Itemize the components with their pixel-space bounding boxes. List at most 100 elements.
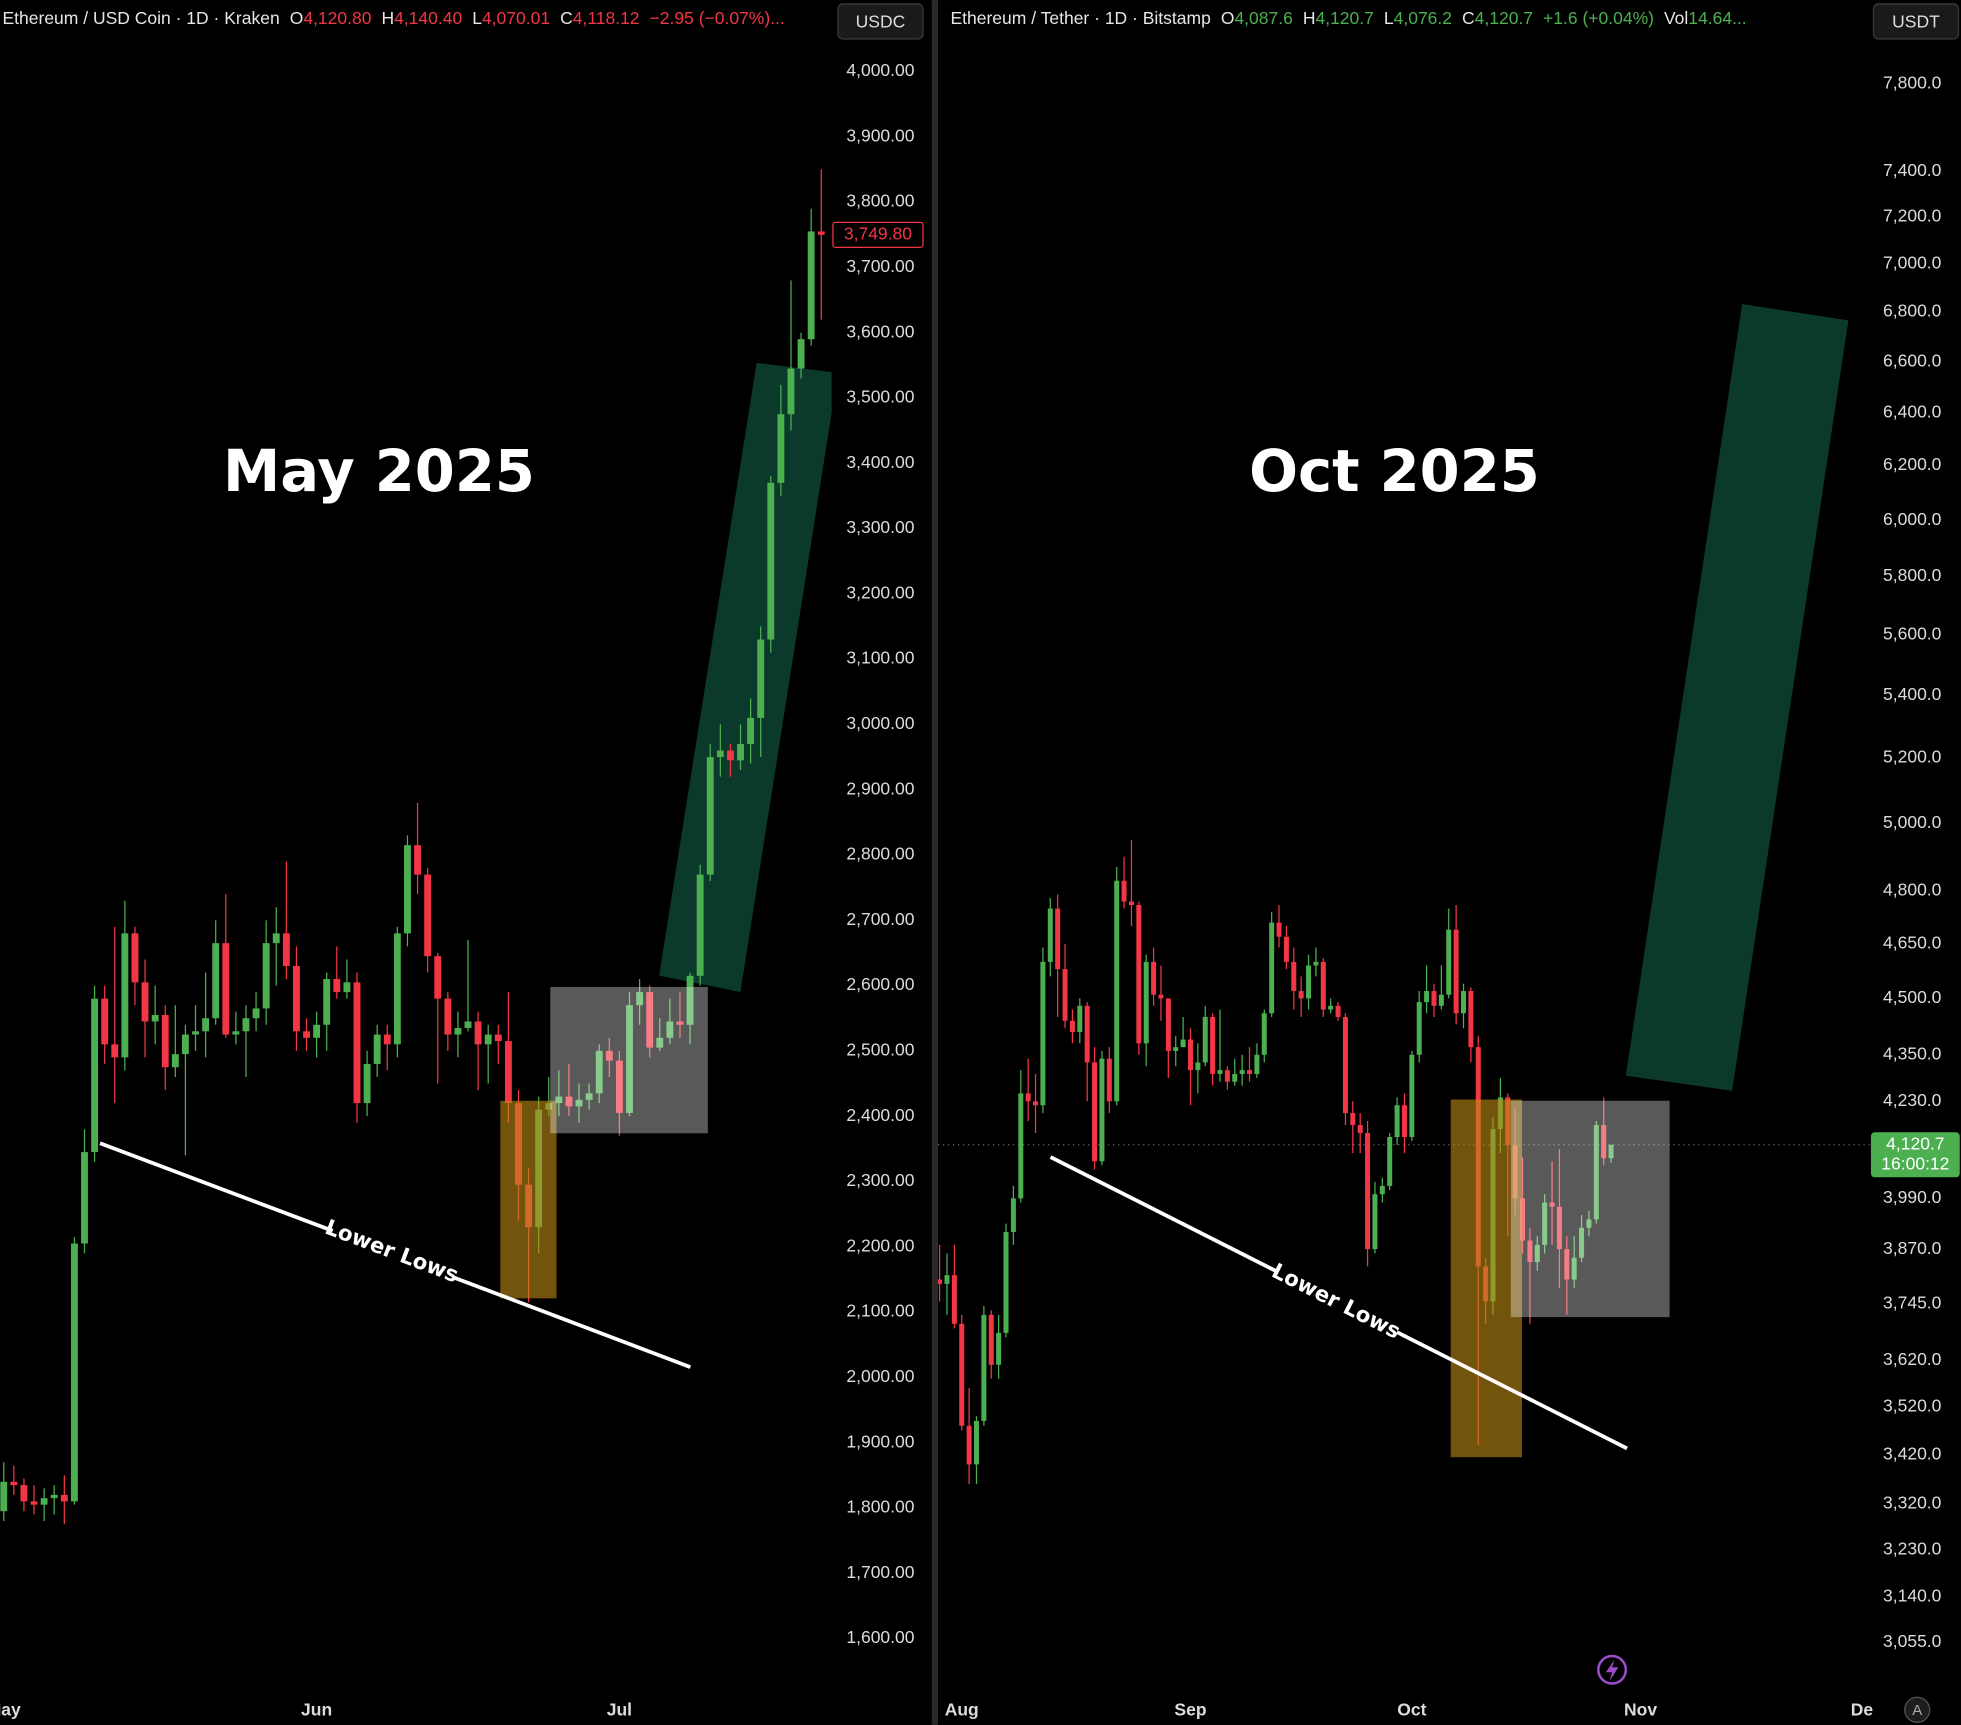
y-tick-label: 3,500.00 bbox=[846, 387, 914, 407]
candle-body bbox=[666, 1021, 674, 1038]
candle-body bbox=[1202, 1016, 1208, 1063]
y-tick-label: 2,700.00 bbox=[846, 909, 914, 929]
candle-body bbox=[1542, 1202, 1548, 1245]
candle-body bbox=[383, 1034, 391, 1045]
ohlc-value: 4,140.40 bbox=[394, 8, 462, 28]
candle-body bbox=[232, 1031, 240, 1035]
y-tick-label: 2,100.00 bbox=[846, 1301, 914, 1321]
candle-body bbox=[252, 1008, 260, 1019]
trend-line bbox=[99, 1141, 334, 1233]
y-tick-label: 2,400.00 bbox=[846, 1105, 914, 1125]
candle-body bbox=[767, 482, 775, 640]
currency-button[interactable]: USDC bbox=[837, 3, 924, 40]
candle-body bbox=[484, 1034, 492, 1045]
candle-body bbox=[1047, 908, 1053, 962]
y-tick-label: 7,000.0 bbox=[1883, 253, 1942, 273]
x-tick-label: Oct bbox=[1397, 1700, 1426, 1720]
candle-body bbox=[404, 845, 411, 934]
candle-body bbox=[1401, 1105, 1407, 1138]
candle-body bbox=[60, 1494, 68, 1502]
candle-body bbox=[1431, 991, 1437, 1006]
y-tick-label: 4,800.0 bbox=[1883, 880, 1942, 900]
highlight-box bbox=[500, 1100, 557, 1299]
candle-body bbox=[737, 743, 744, 761]
candle-body bbox=[1379, 1185, 1385, 1195]
x-tick-label: Aug bbox=[945, 1700, 979, 1720]
candle-body bbox=[1121, 880, 1127, 902]
candle-body bbox=[777, 414, 785, 483]
candle-body bbox=[1158, 994, 1164, 999]
highlight-box bbox=[1450, 1099, 1523, 1458]
y-tick-label: 7,400.0 bbox=[1883, 160, 1942, 180]
candle-body bbox=[1313, 961, 1319, 966]
x-tick-label: De bbox=[1851, 1700, 1874, 1720]
candle-body bbox=[787, 368, 795, 415]
candle-body bbox=[212, 943, 220, 1019]
y-tick-label: 6,600.0 bbox=[1883, 350, 1942, 370]
candle-body bbox=[595, 1050, 603, 1094]
price-tag bbox=[1870, 1132, 1960, 1178]
candle-body bbox=[565, 1096, 573, 1107]
candle-body bbox=[1018, 1093, 1024, 1199]
y-tick-label: 1,700.00 bbox=[846, 1562, 914, 1582]
candle-body bbox=[1320, 961, 1326, 1010]
y-tick-label: 2,900.00 bbox=[846, 778, 914, 798]
candle-body bbox=[1564, 1249, 1570, 1280]
ohlc-value: 4,120.7 bbox=[1315, 8, 1373, 28]
y-tick-label: 3,400.00 bbox=[846, 452, 914, 472]
axes: 4,000.00 3,900.00 3,800.00 3,700.00 3,600.00… bbox=[0, 3, 1960, 1720]
candle-body bbox=[676, 1021, 684, 1025]
y-tick-label: 4,650.0 bbox=[1883, 933, 1942, 953]
candle-body bbox=[973, 1420, 979, 1465]
candle-body bbox=[817, 231, 825, 235]
candle-body bbox=[303, 1031, 310, 1038]
y-tick-label: 3,140.0 bbox=[1883, 1585, 1942, 1605]
candle-body bbox=[1151, 961, 1157, 995]
y-tick-label: 7,800.0 bbox=[1883, 73, 1942, 93]
ohlc-key: H bbox=[381, 8, 394, 28]
target-zone bbox=[659, 362, 832, 992]
alert-icon[interactable] bbox=[1597, 1654, 1628, 1685]
candle-body bbox=[1438, 994, 1444, 1006]
candle-body bbox=[1365, 1133, 1371, 1250]
candle-body bbox=[222, 943, 230, 1035]
candle-body bbox=[1608, 1144, 1614, 1159]
auto-scale-button[interactable]: A bbox=[1904, 1696, 1931, 1723]
candle-body bbox=[151, 1014, 159, 1022]
icon-ring bbox=[1597, 1654, 1628, 1685]
candle-body bbox=[1416, 1002, 1422, 1055]
candle-body bbox=[686, 975, 694, 1025]
y-tick-label: 3,200.00 bbox=[846, 582, 914, 602]
y-tick-label: 3,700.00 bbox=[846, 256, 914, 276]
candle-body bbox=[1106, 1058, 1112, 1102]
candle-body bbox=[131, 933, 139, 983]
y-tick-label: 3,520.0 bbox=[1883, 1395, 1942, 1415]
candle-body bbox=[1136, 905, 1142, 1044]
volume-value: 14.64... bbox=[1688, 8, 1746, 28]
candle-body bbox=[1069, 1020, 1075, 1032]
candle-body bbox=[1520, 1198, 1526, 1241]
ohlc-key: C bbox=[560, 8, 573, 28]
candle-body bbox=[50, 1494, 58, 1499]
candle-body bbox=[333, 979, 341, 993]
currency-button[interactable]: USDT bbox=[1872, 3, 1960, 40]
candle-body bbox=[1099, 1058, 1105, 1162]
candle-body bbox=[605, 1050, 613, 1061]
button-frame bbox=[1872, 3, 1960, 40]
candle-body bbox=[1468, 991, 1474, 1048]
price-tag bbox=[832, 221, 924, 248]
y-tick-label: 2,500.00 bbox=[846, 1040, 914, 1060]
candle-body bbox=[988, 1314, 994, 1365]
candle-body bbox=[1579, 1227, 1585, 1258]
right-pane: Lower Lows bbox=[937, 304, 1870, 1485]
currency-label: USDT bbox=[1892, 11, 1940, 31]
y-tick-label: 3,620.0 bbox=[1883, 1349, 1942, 1369]
candle-body bbox=[1010, 1198, 1016, 1233]
candle-body bbox=[1180, 1039, 1186, 1048]
y-tick-label: 6,200.0 bbox=[1883, 454, 1942, 474]
candle-body bbox=[1387, 1137, 1393, 1186]
candle-body bbox=[0, 1481, 8, 1512]
candle-body bbox=[1601, 1125, 1607, 1159]
